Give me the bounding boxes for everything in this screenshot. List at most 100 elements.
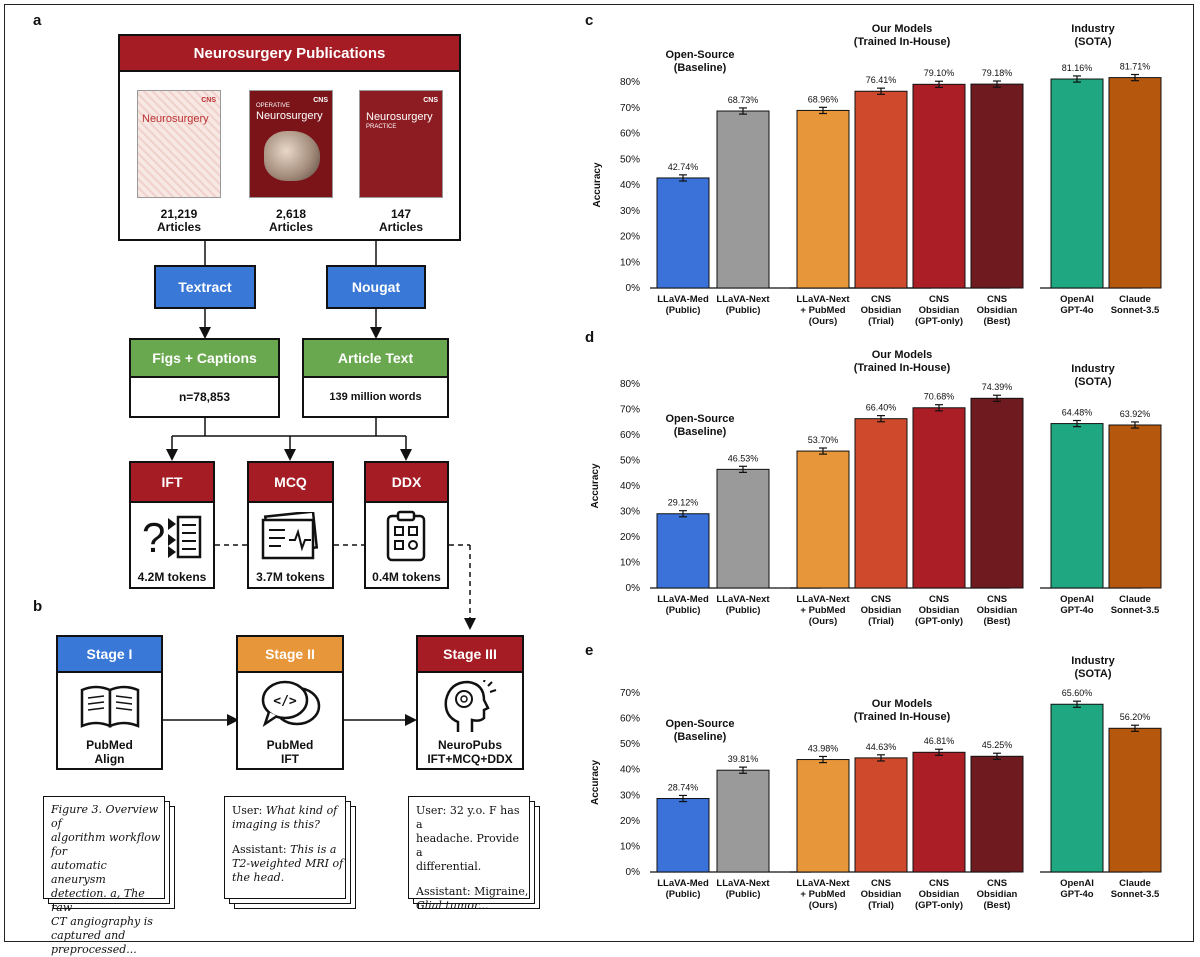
y-tick-label: 30% — [620, 790, 640, 801]
stage-3-line2: IFT+MCQ+DDX — [427, 752, 513, 766]
x-tick-label: GPT-4o — [1060, 305, 1093, 316]
figs-captions-count: n=78,853 — [178, 390, 231, 404]
x-tick-label: (Public) — [666, 305, 701, 316]
bar — [1050, 78, 1104, 289]
y-tick-label: 50% — [620, 456, 640, 467]
card-text-line: What kind of — [265, 804, 338, 817]
stage-1-line1: PubMed — [86, 738, 133, 752]
cover-pattern — [138, 91, 220, 197]
x-tick-label: LLaVA-Next — [716, 294, 770, 305]
bar — [796, 450, 850, 589]
panel-letter-d: d — [585, 329, 594, 346]
panels-a-b: a Neurosurgery Publications Neurosurgery… — [0, 0, 560, 956]
x-tick-label: Obsidian — [861, 889, 902, 900]
x-tick-label: LLaVA-Next — [796, 878, 850, 889]
assistant-prefix: Assistant: — [232, 843, 291, 856]
journal-unit: Articles — [268, 220, 314, 234]
data-label: 56.20% — [1120, 712, 1151, 722]
journal-cover-title: Neurosurgery — [366, 111, 433, 123]
card-text-line: preprocessed... — [51, 943, 137, 956]
x-tick-label: Obsidian — [977, 889, 1018, 900]
publications-title: Neurosurgery Publications — [118, 34, 461, 72]
x-tick-label: Obsidian — [919, 605, 960, 616]
figure-frame — [4, 4, 1194, 942]
data-label: 39.81% — [728, 754, 759, 764]
group-title: (Baseline) — [674, 731, 727, 743]
y-axis-label: Accuracy — [590, 760, 601, 805]
x-tick-label: (Public) — [726, 889, 761, 900]
medical-chart-icon — [261, 512, 319, 560]
bar — [854, 90, 908, 289]
user-prefix: User: — [232, 804, 266, 817]
x-tick-label: CNS — [987, 294, 1007, 305]
bar — [912, 83, 966, 289]
stage-1-label: Stage I — [56, 635, 163, 673]
data-label: 46.53% — [728, 453, 759, 463]
group-title: Open-Source — [665, 49, 734, 61]
example-card-align: Figure 3. Overview of algorithm workflow… — [43, 796, 165, 956]
journal-count: 21,219 — [160, 207, 198, 221]
y-tick-label: 10% — [620, 841, 640, 852]
x-tick-label: Obsidian — [919, 889, 960, 900]
card-text-line: User: 32 y.o. F has a — [416, 804, 520, 831]
data-label: 76.41% — [866, 75, 897, 85]
card-body: User: 32 y.o. F has a headache. Provide … — [416, 804, 529, 913]
x-tick-label: (Ours) — [809, 316, 838, 327]
y-tick-label: 20% — [620, 532, 640, 543]
x-tick-label: LLaVA-Next — [716, 594, 770, 605]
stage-2-line1: PubMed — [266, 738, 314, 752]
data-label: 70.68% — [924, 392, 955, 402]
bar — [716, 468, 770, 589]
chart-e: e 0% 10% 20% 30% 40% 50% 60% 70% Accuracy Open-Sou… — [585, 642, 1162, 911]
group-title: (SOTA) — [1074, 668, 1111, 680]
group-title: Industry — [1071, 23, 1115, 35]
article-text-count: 139 million words — [329, 391, 422, 403]
bar — [1050, 423, 1104, 589]
bar — [656, 177, 710, 289]
y-tick-label: 30% — [620, 507, 640, 518]
x-tick-label: + PubMed — [800, 305, 845, 316]
y-axis-label: Accuracy — [592, 162, 603, 207]
y-tick-label: 40% — [620, 481, 640, 492]
x-tick-label: CNS — [929, 294, 949, 305]
group-title: (SOTA) — [1074, 36, 1111, 48]
card-text-line: This is a — [290, 843, 337, 856]
stage-3-line1: NeuroPubs — [437, 738, 502, 752]
x-tick-label: LLaVA-Next — [796, 594, 850, 605]
bar — [854, 418, 908, 589]
assistant-prefix: Assistant: — [416, 885, 475, 898]
data-label: 29.12% — [668, 498, 699, 508]
chart-d: d 0% 10% 20% 30% 40% 50% 60% 70% 80% Accuracy Open-… — [585, 329, 1162, 627]
group-title: Industry — [1071, 363, 1115, 375]
bar — [854, 757, 908, 873]
data-label: 63.92% — [1120, 409, 1151, 419]
bar — [716, 769, 770, 873]
card-text-line: captured and — [51, 929, 126, 942]
x-tick-label: LLaVA-Next — [716, 878, 770, 889]
x-tick-label: + PubMed — [800, 889, 845, 900]
journal-cover-operative: OPERATIVE Neurosurgery CNS — [249, 90, 333, 198]
card-text-line: headache. Provide a — [416, 832, 520, 859]
data-label: 43.98% — [808, 743, 839, 753]
data-label: 68.73% — [728, 95, 759, 105]
example-card-neuropubs: User: 32 y.o. F has a headache. Provide … — [408, 796, 530, 912]
y-tick-label: 0% — [626, 283, 641, 294]
x-tick-label: (Trial) — [868, 616, 894, 627]
x-tick-label: (Trial) — [868, 316, 894, 327]
data-label: 64.48% — [1062, 408, 1093, 418]
bar — [912, 751, 966, 873]
x-tick-label: Obsidian — [861, 305, 902, 316]
article-text-label: Article Text — [302, 338, 449, 378]
bar — [970, 83, 1024, 289]
panel-letter-c: c — [585, 12, 593, 29]
y-tick-label: 60% — [620, 129, 640, 140]
group-title: (Trained In-House) — [854, 711, 951, 723]
flow-connectors — [162, 240, 476, 726]
x-tick-label: CNS — [929, 594, 949, 605]
x-tick-label: GPT-4o — [1060, 889, 1093, 900]
cover-kicker: OPERATIVE — [256, 103, 290, 109]
group-title: Our Models — [872, 23, 933, 35]
chart-c: c 0% 10% 20% 30% 40% 50% 60% 70% 80% Accuracy Open-… — [585, 12, 1162, 327]
book-icon — [80, 685, 140, 728]
x-tick-label: CNS — [987, 878, 1007, 889]
